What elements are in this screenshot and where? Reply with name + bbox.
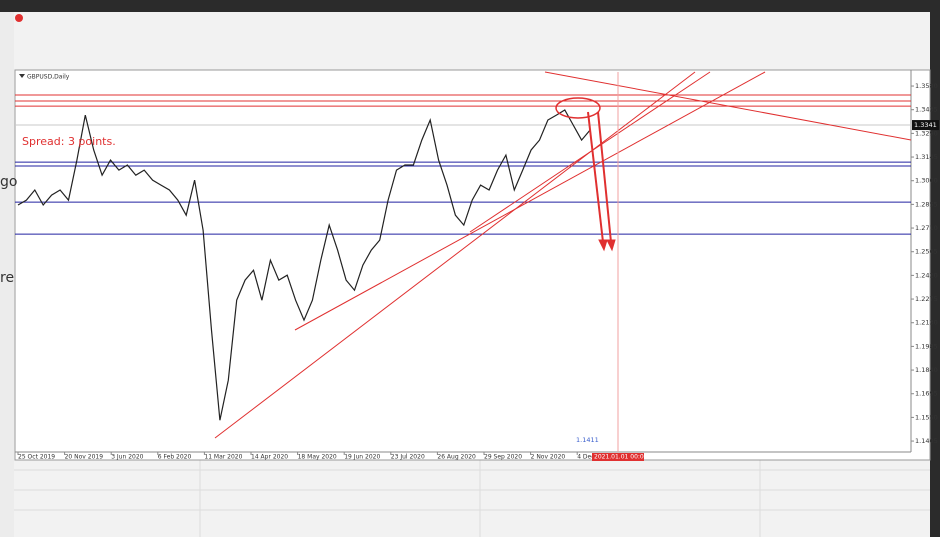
crosshair-date: 2021.01.01 00:00 (594, 454, 648, 461)
left-margin (0, 12, 14, 537)
y-tick-label: 1.2275 (915, 295, 938, 303)
x-tick-label: 20 Nov 2019 (65, 454, 104, 461)
x-tick-label: 11 Mar 2020 (204, 454, 242, 461)
x-tick-label: 26 Aug 2020 (437, 454, 476, 461)
y-tick-label: 1.1985 (915, 342, 938, 350)
symbol-title: GBPUSD,Daily (27, 74, 70, 81)
app-icon (15, 14, 23, 22)
y-tick-label: 1.1695 (915, 390, 938, 398)
background-text: re (0, 270, 14, 286)
x-tick-label: 19 Jun 2020 (344, 454, 380, 461)
background-text: go (0, 174, 17, 190)
crosshair-price: 1.1411 (576, 436, 599, 444)
y-tick-label: 1.2710 (915, 224, 938, 232)
x-tick-label: 14 Apr 2020 (251, 454, 288, 461)
y-tick-label: 1.2855 (915, 200, 938, 208)
y-tick-label: 1.3000 (915, 177, 938, 185)
spread-annotation: Spread: 3 points. (22, 135, 116, 148)
last-price-box (912, 120, 939, 131)
x-tick-label: 3 Jun 2020 (111, 454, 143, 461)
x-tick-label: 6 Feb 2020 (158, 454, 192, 461)
price-line (17, 109, 591, 421)
y-tick-label: 1.2130 (915, 319, 938, 327)
x-tick-label: 29 Sep 2020 (484, 454, 522, 461)
chart-window (14, 69, 931, 461)
x-tick-label: 25 Oct 2019 (18, 454, 55, 461)
y-tick-label: 1.1405 (915, 437, 938, 445)
crosshair-date-box (592, 453, 644, 461)
drawings (214, 71, 912, 452)
y-tick-label: 1.3580 (915, 82, 938, 90)
y-tick-label: 1.1550 (915, 413, 938, 421)
y-tick-label: 1.2565 (915, 248, 938, 256)
y-tick-label: 1.2420 (915, 271, 938, 279)
y-tick-label: 1.3435 (915, 106, 938, 114)
y-tick-label: 1.3290 (915, 129, 938, 137)
x-tick-label: 23 Jul 2020 (391, 454, 425, 461)
x-tick-label: 18 May 2020 (298, 454, 337, 461)
y-tick-label: 1.3145 (915, 153, 938, 161)
x-tick-label: 2 Nov 2020 (531, 454, 566, 461)
y-tick-label: 1.1840 (915, 366, 938, 374)
symbol-menu[interactable] (19, 74, 25, 78)
bottom-faint-grid (14, 460, 930, 537)
last-price-label: 1.3341 (914, 121, 937, 129)
